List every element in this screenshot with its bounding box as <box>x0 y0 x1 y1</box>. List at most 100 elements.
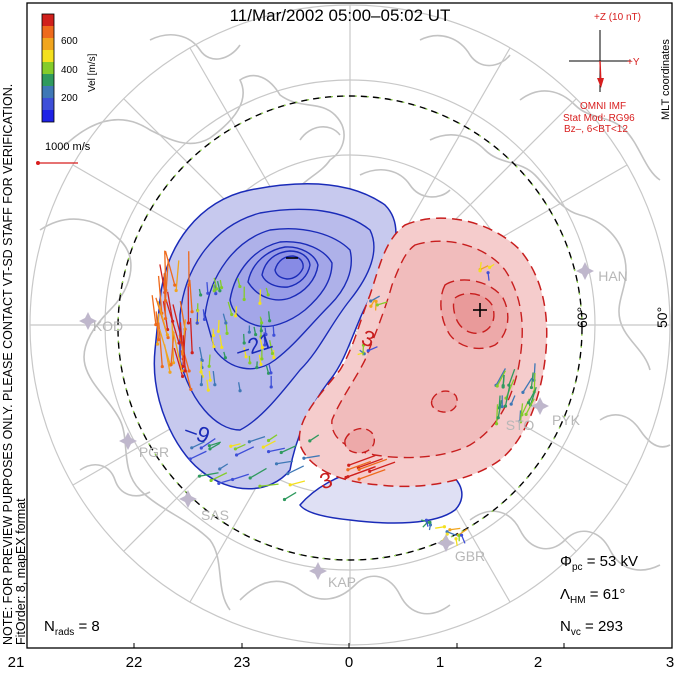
velocity-vector-origin <box>428 520 432 525</box>
velocity-vector <box>348 454 376 466</box>
station-han: HAN <box>598 268 628 284</box>
velocity-vector-origin <box>208 378 212 382</box>
station-gbr: GBR <box>454 548 486 564</box>
velocity-vector <box>243 347 247 357</box>
velocity-vector-origin <box>242 341 246 345</box>
colorbar-title: Vel [m/s] <box>87 53 98 92</box>
velocity-vector <box>496 370 506 387</box>
velocity-vector-origin <box>207 444 211 448</box>
velocity-vector-origin <box>500 404 504 409</box>
vector-count: Nvc = 293 <box>560 618 623 638</box>
imf-bin: Bz–, 6<BT<12 <box>564 124 628 135</box>
velocity-vector-origin <box>218 467 222 471</box>
velocity-vector <box>268 447 285 453</box>
velocity-vector <box>276 460 294 465</box>
velocity-vector <box>189 318 193 353</box>
colorbar-swatch <box>42 110 54 122</box>
velocity-vector-origin <box>223 356 227 360</box>
velocity-vector <box>287 465 305 475</box>
velocity-vector-origin <box>448 528 452 532</box>
velocity-vector <box>164 250 167 291</box>
velocity-vector <box>191 441 205 449</box>
velocity-vector <box>347 460 371 471</box>
velocity-vector <box>199 472 219 477</box>
velocity-vector <box>504 386 511 407</box>
velocity-vector <box>230 443 241 447</box>
velocity-vector-origin <box>214 292 218 296</box>
velocity-vector-origin <box>442 525 447 529</box>
stat-model: Stat Mod: RG96 <box>563 113 635 124</box>
velocity-vector-origin <box>507 383 511 387</box>
velocity-vector <box>209 441 221 447</box>
velocity-vector-origin <box>242 297 246 302</box>
velocity-vector-origin <box>212 289 216 293</box>
station-kod: KOD <box>92 318 124 334</box>
velocity-vector-origin <box>215 287 219 291</box>
velocity-vector-origin <box>216 329 220 333</box>
velocity-vector-origin <box>524 412 528 416</box>
colorbar-swatch <box>42 74 54 86</box>
colorbar-swatch <box>42 38 54 50</box>
velocity-vector <box>157 275 163 314</box>
velocity-vector <box>446 531 457 537</box>
station-pyk: PYK <box>551 412 581 428</box>
velocity-vector-origin <box>199 370 203 374</box>
velocity-vector <box>263 332 266 345</box>
velocity-vector-origin <box>478 269 482 273</box>
velocity-vector-origin <box>218 289 222 293</box>
velocity-vector-origin <box>509 402 513 406</box>
velocity-vector <box>227 301 233 315</box>
velocity-vector-origin <box>247 330 251 334</box>
velocity-vector-origin <box>369 299 373 303</box>
velocity-vector-origin <box>174 288 178 293</box>
velocity-vector-origin <box>260 345 264 350</box>
velocity-vector-origin <box>282 497 287 502</box>
velocity-vector <box>208 354 211 367</box>
velocity-vector-origin <box>169 363 173 367</box>
velocity-vector <box>219 334 223 348</box>
hm-latitude: ΛHM = 61° <box>560 586 626 606</box>
map-title: 11/Mar/2002 05:00–05:02 UT <box>229 6 451 25</box>
velocity-vector <box>522 377 533 393</box>
colorbar-swatch <box>42 86 54 98</box>
velocity-vector-origin <box>234 453 239 457</box>
velocity-vector <box>163 273 167 319</box>
velocity-vector-origin <box>424 518 429 522</box>
velocity-vector-origin <box>163 316 168 321</box>
velocity-vector-origin <box>495 384 499 388</box>
station-sto: STO <box>505 417 535 433</box>
velocity-vector <box>249 435 266 443</box>
velocity-vector <box>449 527 461 531</box>
velocity-vector-origin <box>180 369 184 373</box>
coastlines <box>39 34 671 615</box>
mlt-tick-3: 3 <box>665 654 675 671</box>
mlt-tick-21: 21 <box>7 654 25 671</box>
colorbar-swatch <box>42 50 54 62</box>
velocity-vector <box>198 346 203 361</box>
velocity-vector <box>495 368 506 386</box>
velocity-vector <box>525 398 535 415</box>
velocity-vector-origin <box>302 456 306 460</box>
velocity-vector-origin <box>208 447 212 451</box>
velocity-vector <box>309 434 320 442</box>
velocity-vector-origin <box>279 450 283 455</box>
radar-count: Nrads = 8 <box>44 618 100 638</box>
velocity-vector <box>280 445 297 454</box>
velocity-vector-origin <box>217 481 221 485</box>
velocity-vector-origin <box>177 341 181 345</box>
velocity-vector-origin <box>181 364 185 368</box>
velocity-vector <box>189 450 207 460</box>
velocity-vector-origin <box>264 332 268 337</box>
velocity-vector-origin <box>266 438 271 443</box>
velocity-vector <box>164 250 176 286</box>
velocity-vector-origin <box>173 283 177 287</box>
velocity-vector <box>370 295 380 302</box>
velocity-vector-origin <box>248 476 252 480</box>
imf-source: OMNI IMF <box>580 101 627 112</box>
velocity-vector <box>157 300 169 336</box>
velocity-vector-origin <box>266 450 271 454</box>
velocity-vector <box>358 458 383 469</box>
velocity-vector <box>202 309 206 320</box>
velocity-vector <box>175 260 180 291</box>
